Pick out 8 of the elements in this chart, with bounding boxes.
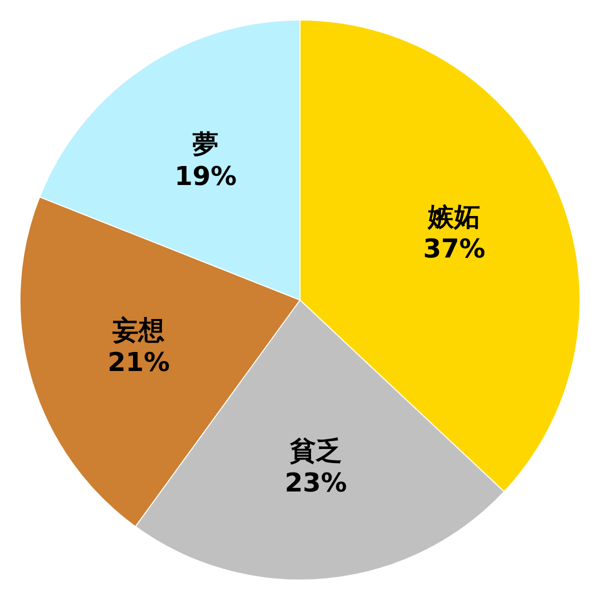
slice-label: 貧乏 bbox=[288, 436, 342, 466]
data-label: 19% bbox=[174, 162, 237, 192]
slice-label: 嫉妬 bbox=[427, 202, 480, 232]
data-label: 37% bbox=[423, 234, 486, 264]
slice-label: 夢 bbox=[192, 130, 219, 160]
data-label: 21% bbox=[108, 348, 170, 378]
data-label: 23% bbox=[284, 468, 347, 498]
slice-label: 妄想 bbox=[112, 314, 165, 346]
